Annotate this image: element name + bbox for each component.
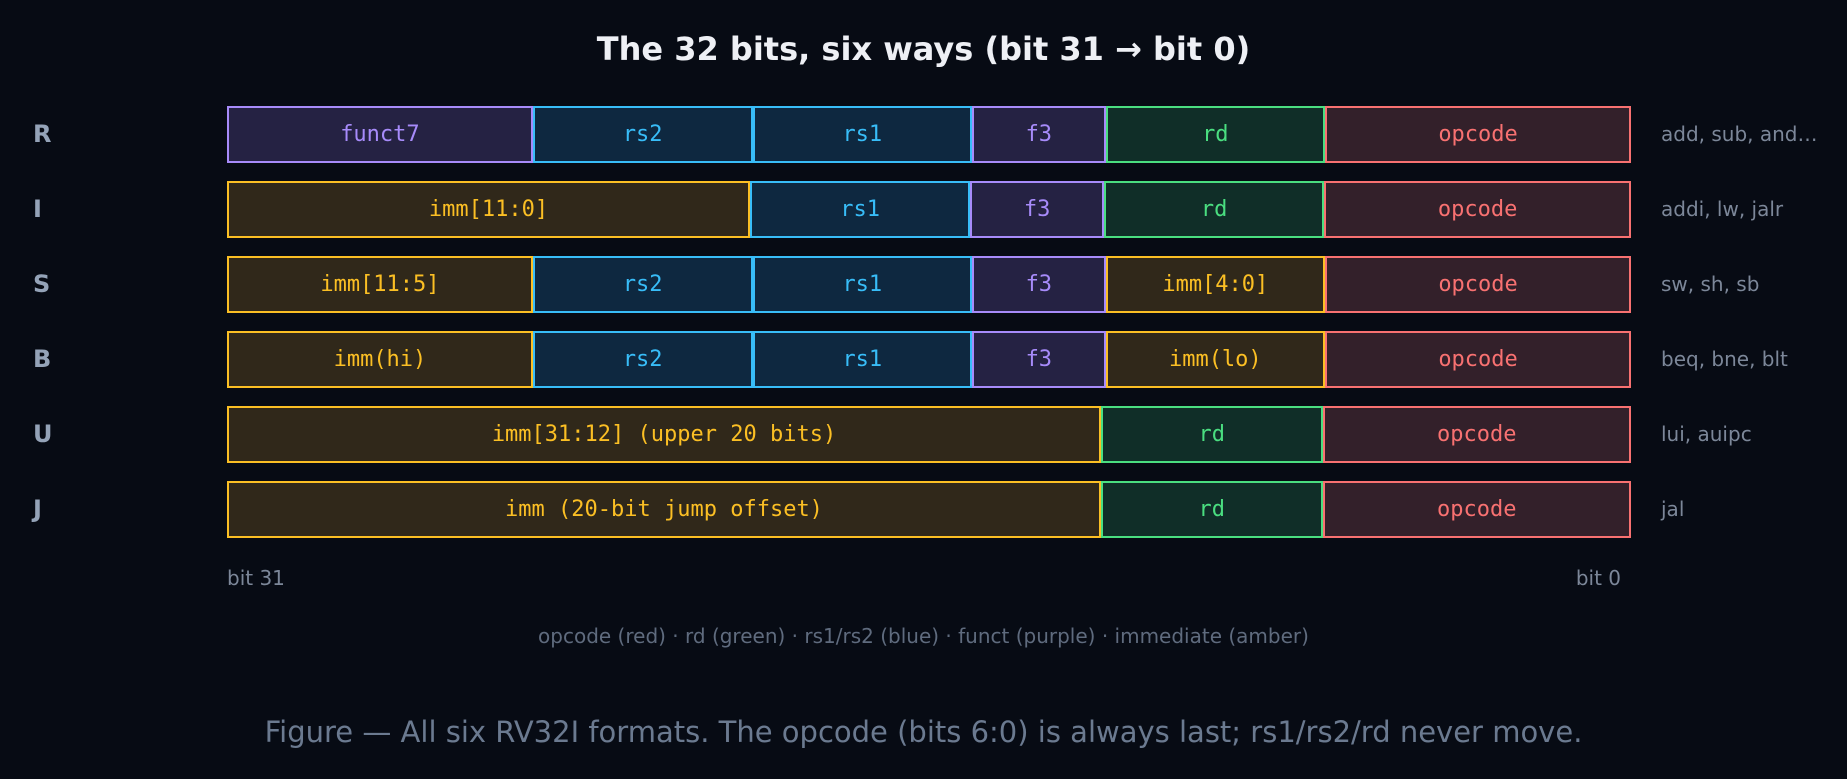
field: f3 — [972, 331, 1106, 388]
row-label: J — [33, 495, 42, 523]
format-bar: imm(hi) rs2 rs1 f3 imm(lo) opcode — [227, 331, 1631, 388]
examples: jal — [1661, 497, 1685, 521]
field: funct7 — [227, 106, 533, 163]
format-bar: imm[11:0] rs1 f3 rd opcode — [227, 181, 1631, 238]
field: rd — [1105, 106, 1326, 163]
row-label: B — [33, 345, 52, 373]
field: rs2 — [532, 106, 753, 163]
row-label: R — [33, 120, 52, 148]
format-bar: imm[31:12] (upper 20 bits) rd opcode — [227, 406, 1631, 463]
field: rs1 — [750, 181, 971, 238]
field: imm[11:0] — [227, 181, 750, 238]
field: imm[31:12] (upper 20 bits) — [227, 406, 1101, 463]
field: rd — [1101, 406, 1323, 463]
field: rs1 — [752, 256, 973, 313]
field: imm(lo) — [1105, 331, 1326, 388]
examples: sw, sh, sb — [1661, 272, 1760, 296]
title: The 32 bits, six ways (bit 31 → bit 0) — [596, 30, 1251, 68]
field: rs1 — [752, 331, 973, 388]
format-bar: imm[11:5] rs2 rs1 f3 imm[4:0] opcode — [227, 256, 1631, 313]
field: opcode — [1322, 481, 1631, 538]
field: rd — [1104, 181, 1325, 238]
examples: add, sub, and… — [1661, 122, 1818, 146]
field: opcode — [1325, 331, 1631, 388]
field: opcode — [1322, 406, 1631, 463]
examples: addi, lw, jalr — [1661, 197, 1784, 221]
field: imm[11:5] — [227, 256, 533, 313]
field: imm[4:0] — [1105, 256, 1326, 313]
field: f3 — [970, 181, 1104, 238]
examples: beq, bne, blt — [1661, 347, 1788, 371]
caption: Figure — All six RV32I formats. The opco… — [264, 715, 1583, 749]
row-label: I — [33, 195, 42, 223]
field: opcode — [1325, 106, 1631, 163]
format-bar: funct7 rs2 rs1 f3 rd opcode — [227, 106, 1631, 163]
format-bar: imm (20-bit jump offset) rd opcode — [227, 481, 1631, 538]
field: f3 — [972, 106, 1106, 163]
row-label: S — [33, 270, 51, 298]
examples: lui, auipc — [1661, 422, 1752, 446]
row-label: U — [33, 420, 53, 448]
axis-label: bit 0 — [1575, 566, 1621, 590]
field: rs2 — [532, 331, 753, 388]
field: opcode — [1324, 181, 1631, 238]
field: rd — [1101, 481, 1323, 538]
field: imm(hi) — [227, 331, 533, 388]
field: rs2 — [532, 256, 753, 313]
field: opcode — [1325, 256, 1631, 313]
axis-label: bit 31 — [227, 566, 285, 590]
field: imm (20-bit jump offset) — [227, 481, 1101, 538]
field: f3 — [972, 256, 1106, 313]
legend: opcode (red) · rd (green) · rs1/rs2 (blu… — [538, 624, 1309, 648]
field: rs1 — [752, 106, 973, 163]
